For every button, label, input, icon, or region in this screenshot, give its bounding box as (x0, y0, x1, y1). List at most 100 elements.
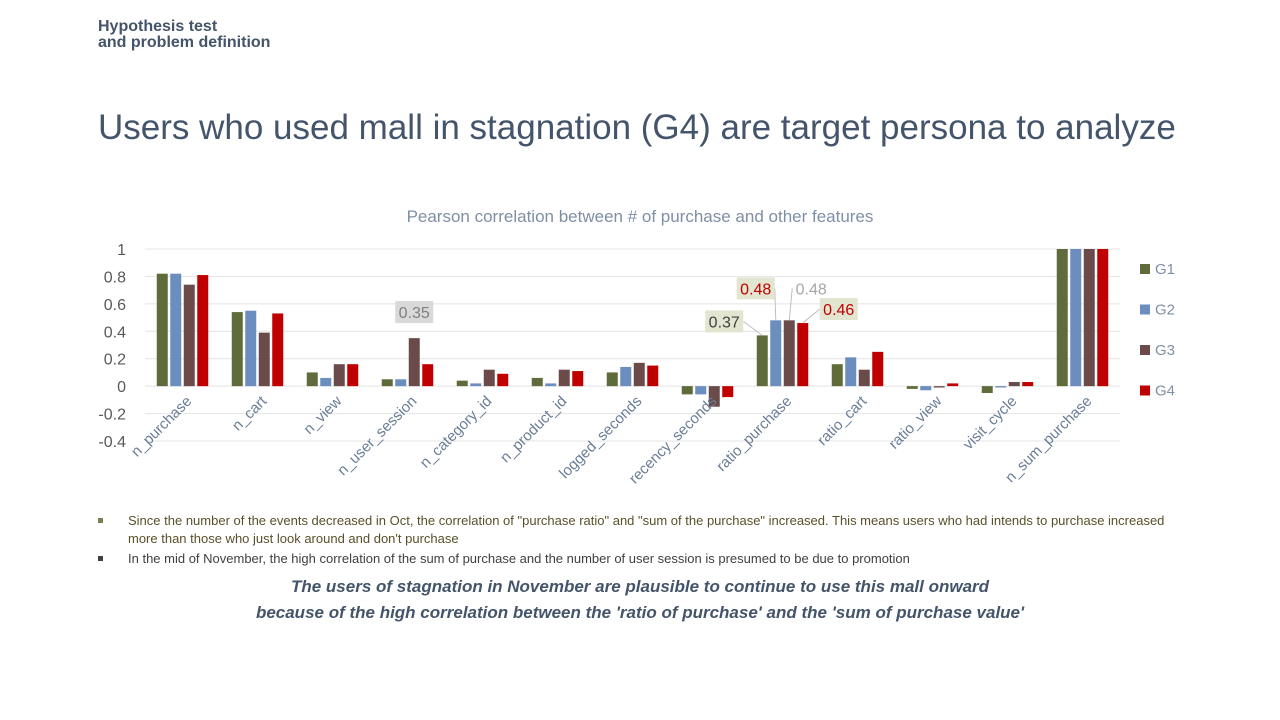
data-label-leader (788, 288, 793, 321)
conclusion-line1: The users of stagnation in November are … (290, 577, 990, 596)
bar-g2 (545, 383, 557, 387)
bar-g2 (995, 386, 1007, 388)
bar-g4 (347, 364, 359, 387)
notes-list: Since the number of the events decreased… (98, 512, 1173, 570)
y-tick-label: 0 (117, 379, 126, 396)
bar-g3 (1008, 382, 1020, 387)
x-tick-label: n_product_id (497, 393, 570, 466)
bullet-icon (98, 518, 103, 523)
conclusion-line2: because of the high correlation between … (255, 603, 1025, 622)
bar-g3 (483, 369, 495, 387)
x-tick-label: ratio_purchase (713, 393, 795, 475)
bar-g3 (333, 364, 345, 387)
bar-g4 (272, 313, 284, 387)
y-tick-label: -0.2 (98, 407, 126, 424)
bar-g1 (156, 273, 168, 387)
bar-g3 (258, 332, 270, 387)
bar-g1 (606, 372, 618, 387)
legend-swatch-g3 (1140, 345, 1150, 355)
slide-headline: Users who used mall in stagnation (G4) a… (98, 108, 1176, 147)
bar-g1 (681, 386, 693, 395)
data-label: 0.37 (709, 314, 740, 331)
bar-g2 (470, 383, 482, 387)
conclusion: The users of stagnation in November are … (120, 574, 1160, 626)
note-item: In the mid of November, the high correla… (98, 550, 1173, 568)
bar-g3 (933, 386, 945, 388)
y-tick-label: 0.6 (104, 297, 126, 314)
note-item: Since the number of the events decreased… (98, 512, 1173, 548)
bar-g4 (647, 365, 659, 387)
data-label-leader (742, 320, 763, 336)
x-tick-label: visit_cycle (960, 393, 1020, 453)
y-tick-label: 0.2 (104, 352, 126, 369)
x-tick-label: ratio_view (886, 393, 946, 453)
bar-g3 (858, 369, 870, 387)
data-label-leader (802, 308, 821, 324)
data-label: 0.46 (823, 302, 854, 319)
correlation-bar-chart: Pearson correlation between # of purchas… (98, 207, 1175, 487)
bar-g1 (981, 386, 993, 393)
bar-g4 (497, 373, 509, 387)
x-tick-label: n_purchase (128, 393, 195, 460)
bar-g1 (756, 335, 768, 387)
bar-g2 (395, 379, 407, 387)
legend-swatch-g2 (1140, 304, 1150, 315)
bar-g1 (381, 379, 393, 387)
x-tick-label: n_view (300, 393, 345, 438)
legend-label: G1 (1155, 261, 1175, 278)
bar-g4 (1022, 382, 1034, 387)
bar-g2 (170, 273, 182, 387)
bar-g4 (947, 383, 959, 387)
bar-g3 (633, 362, 645, 387)
bar-g4 (1097, 249, 1109, 387)
bar-g4 (722, 386, 734, 398)
bar-g4 (872, 351, 884, 387)
bar-g1 (906, 386, 918, 389)
legend-label: G3 (1155, 342, 1175, 359)
y-tick-label: 0.4 (104, 324, 126, 341)
bar-g1 (1056, 249, 1068, 387)
bar-g4 (197, 275, 209, 387)
bar-g3 (408, 338, 420, 387)
bar-g1 (531, 377, 543, 387)
bar-g2 (245, 310, 257, 387)
data-label: 0.48 (740, 281, 771, 298)
data-label-background (395, 301, 434, 324)
bar-g2 (620, 366, 632, 387)
bar-g1 (831, 364, 843, 387)
note-text: In the mid of November, the high correla… (128, 551, 910, 566)
data-label-background (819, 298, 858, 321)
bar-g2 (920, 386, 932, 391)
legend-label: G4 (1155, 383, 1175, 400)
bar-g1 (456, 380, 468, 387)
bar-g2 (320, 377, 332, 387)
section-title-line1: Hypothesis test (98, 18, 218, 35)
bar-g3 (183, 284, 195, 387)
x-tick-label: n_category_id (417, 393, 496, 472)
bar-g2 (845, 357, 857, 387)
bar-g4 (572, 371, 584, 387)
bar-g2 (1070, 249, 1082, 387)
bar-g1 (231, 312, 243, 387)
section-title: Hypothesis test and problem definition (98, 19, 270, 51)
data-label: 0.48 (796, 281, 827, 298)
section-title-line2: and problem definition (98, 34, 271, 51)
bar-g3 (783, 320, 795, 387)
bar-g1 (306, 372, 318, 387)
data-label-background (736, 277, 775, 300)
chart-title: Pearson correlation between # of purchas… (407, 207, 874, 226)
bullet-icon (98, 556, 103, 561)
legend-swatch-g1 (1140, 264, 1150, 274)
y-tick-label: 0.8 (104, 269, 126, 286)
data-label: 0.35 (399, 305, 430, 322)
bar-g3 (708, 386, 720, 407)
note-text: Since the number of the events decreased… (128, 513, 1165, 546)
bar-g2 (770, 320, 782, 387)
x-tick-label: n_user_session (334, 393, 420, 479)
y-tick-label: 1 (117, 242, 126, 259)
data-label-leader (774, 288, 777, 321)
bar-g4 (797, 323, 809, 387)
legend-label: G2 (1155, 302, 1175, 319)
bar-g3 (1083, 249, 1095, 387)
data-label-background (705, 310, 744, 333)
